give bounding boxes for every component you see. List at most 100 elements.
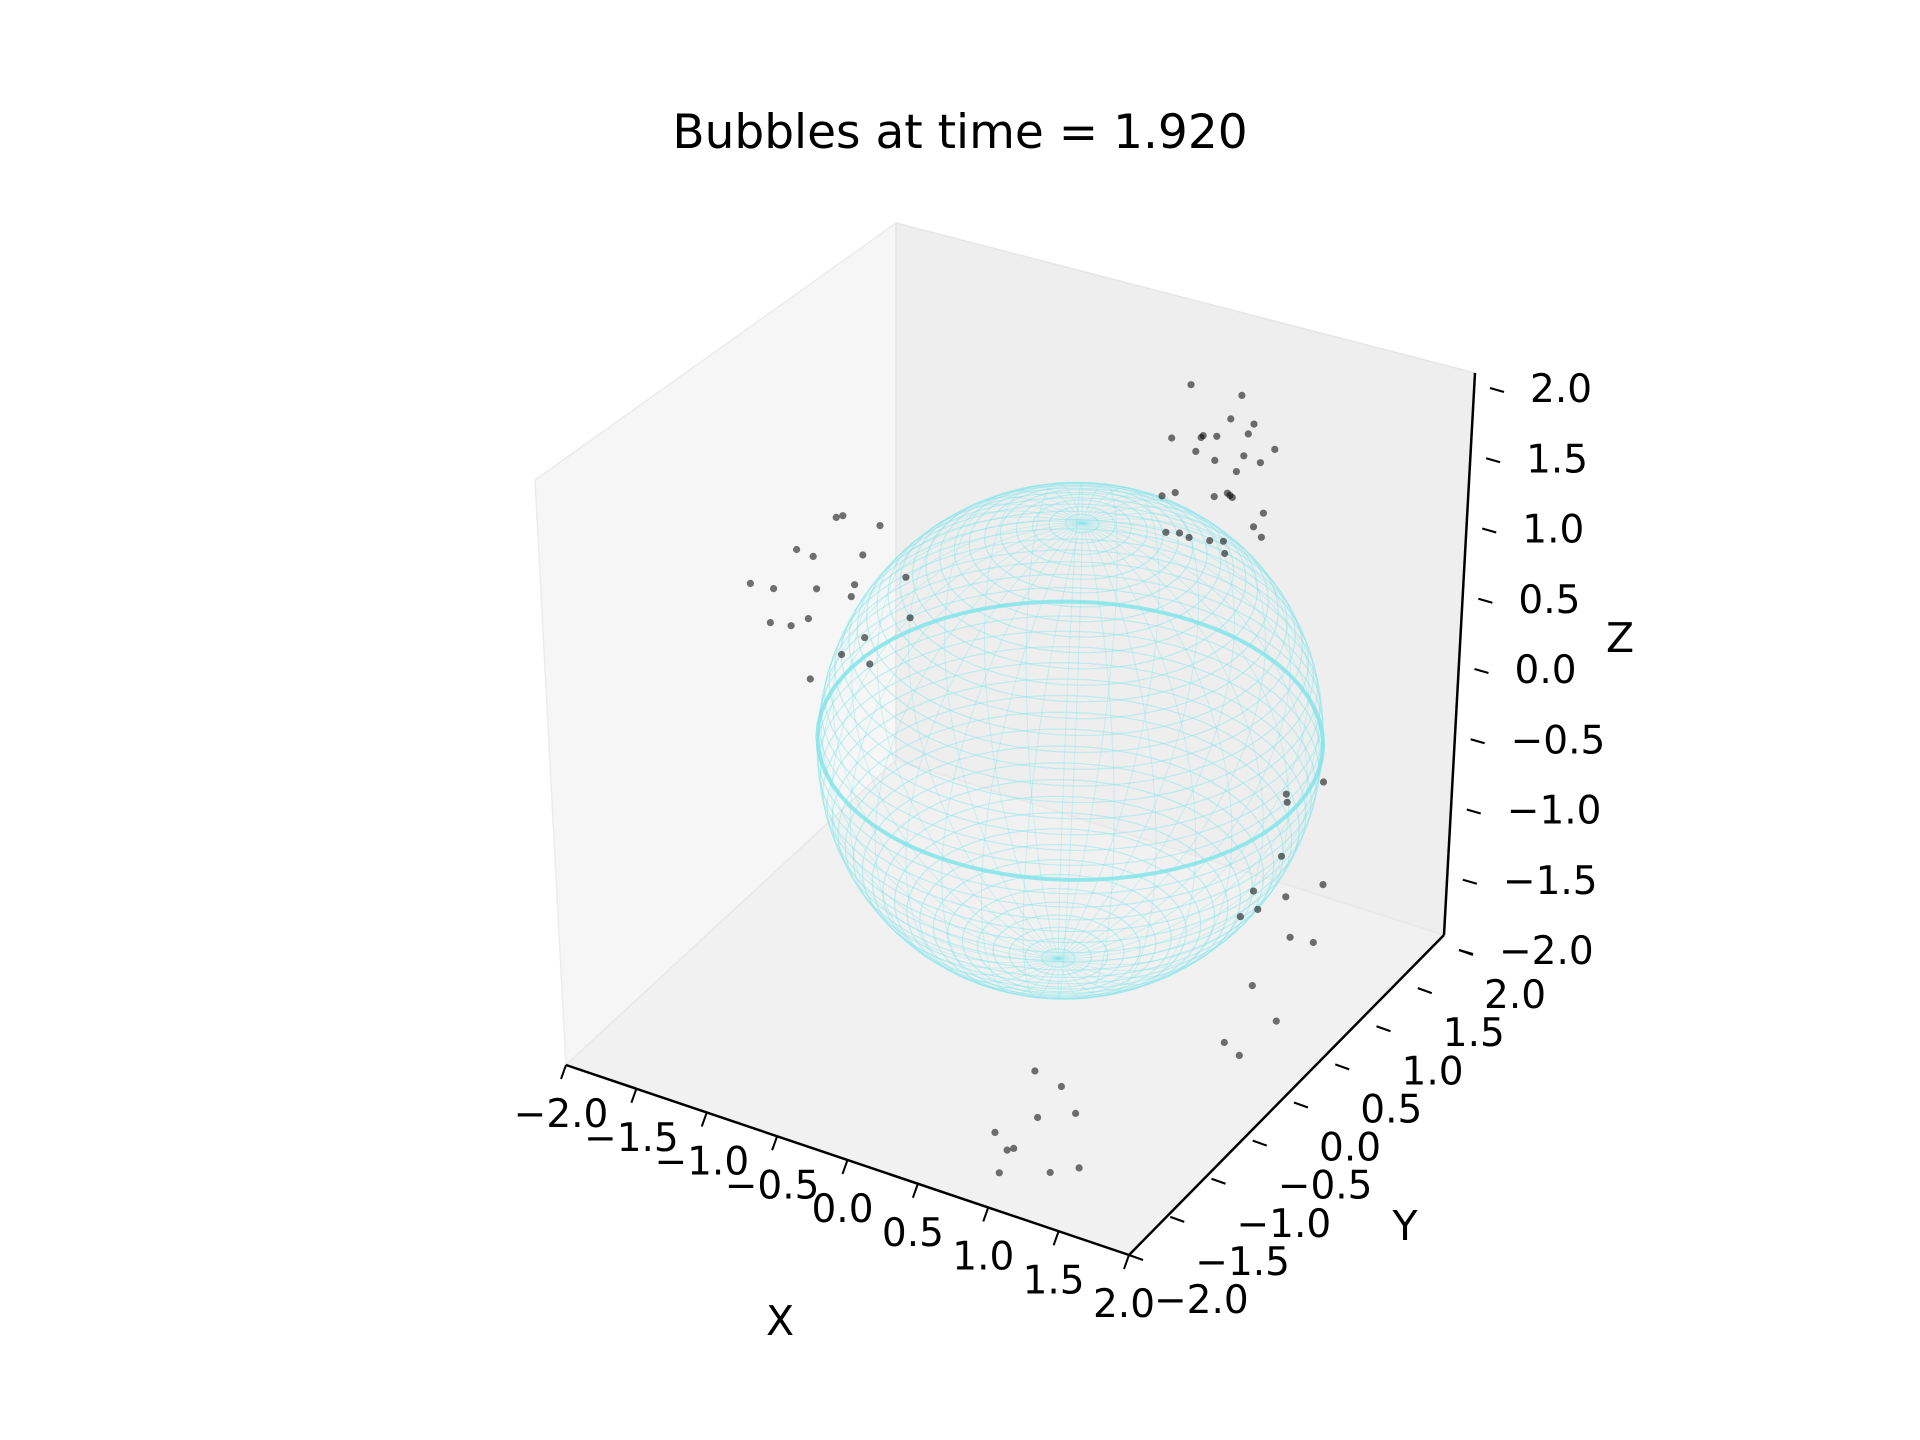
bubble-point [839, 512, 847, 520]
bubble-point [1211, 456, 1219, 464]
axis-panes [534, 221, 1476, 1256]
bubble-point [766, 619, 775, 627]
y-tick-label: −1.0 [1237, 1202, 1332, 1247]
sphere-latitude-line [848, 518, 1303, 770]
x-tick-mark [1052, 1230, 1060, 1246]
sphere-latitude-line [911, 484, 1247, 670]
sphere-latitude-line [818, 586, 1324, 867]
bubble-point [1175, 529, 1184, 537]
z-tick-mark [1466, 808, 1482, 815]
sphere-latitude-line [1015, 493, 1148, 567]
bubble-point [1171, 489, 1179, 497]
sphere-latitude-line [939, 481, 1222, 638]
bubble-point [1282, 893, 1290, 901]
y-tick-mark [1128, 1254, 1144, 1261]
bubble-point [866, 660, 874, 668]
sphere-latitude-line [899, 487, 1259, 686]
sphere-latitude-line [1048, 506, 1116, 544]
sphere-latitude-line [823, 561, 1322, 836]
y-tick-mark [1334, 1063, 1350, 1071]
x-axis-label: X [766, 1297, 794, 1345]
y-tick-label: 2.0 [1484, 973, 1546, 1018]
sphere-latitude-line [1041, 948, 1076, 968]
bubble-point [813, 585, 821, 593]
x-tick-label: 1.0 [952, 1235, 1014, 1280]
x-tick-label: −1.5 [584, 1116, 679, 1161]
bubble-point [1185, 533, 1193, 542]
bubble-point [1206, 537, 1214, 545]
y-tick-mark [1417, 987, 1433, 995]
sphere-latitude-line [906, 828, 1216, 999]
y-tick-label: −0.5 [1278, 1164, 1373, 1209]
z-tick-label: −1.5 [1503, 859, 1598, 904]
sphere-latitude-line [946, 873, 1172, 999]
sphere-latitude-line [887, 491, 1269, 703]
sphere-latitude-line [819, 646, 1317, 921]
z-tick-label: 0.5 [1518, 578, 1580, 623]
bubble-point [1072, 1109, 1080, 1117]
bubble-point [1259, 509, 1267, 517]
sphere-latitude-line [865, 503, 1288, 737]
x-tick-label: 0.5 [882, 1211, 944, 1256]
bubble-point [991, 1128, 999, 1136]
sphere-latitude-line [976, 901, 1141, 993]
sphere-latitude-line [1008, 926, 1109, 983]
sphere-latitude-line [1065, 513, 1100, 534]
bubble-point [1282, 790, 1290, 798]
x-tick-mark [771, 1135, 779, 1151]
bubble-point [1168, 434, 1176, 442]
axis-ticks: −2.0−2.0−2.0−1.5−1.5−1.5−1.0−1.0−1.0−0.5… [514, 367, 1606, 1327]
x-tick-mark [911, 1183, 919, 1199]
bubble-point [793, 545, 801, 554]
bubble-point [1003, 1146, 1011, 1154]
bubble-point [1075, 1164, 1083, 1172]
bubble-point [1319, 778, 1328, 786]
z-tick-label: −0.5 [1511, 718, 1606, 763]
bubble-point [1250, 420, 1258, 428]
x-tick-mark [560, 1064, 567, 1080]
bubble-point [1249, 523, 1258, 531]
x-tick-mark [700, 1112, 708, 1127]
bubble-point [1220, 1038, 1228, 1047]
bubble-point [906, 614, 914, 622]
z-axis-label: Z [1606, 614, 1634, 662]
z-tick-label: 1.0 [1522, 508, 1584, 553]
sphere-equator [815, 599, 1326, 882]
bubble-point [1256, 459, 1264, 467]
sphere-latitude-line [876, 497, 1279, 720]
z-tick-label: −1.0 [1507, 789, 1602, 834]
sphere-latitude-line [828, 549, 1319, 820]
x-tick-mark [630, 1088, 638, 1104]
bubble-point [1232, 468, 1240, 476]
bubble-point [995, 1169, 1003, 1177]
bubble-point [851, 581, 859, 589]
bubble-point [902, 573, 910, 581]
bubble-sphere [815, 481, 1326, 1000]
bubble-point [1235, 1051, 1243, 1059]
sphere-latitude-line [1032, 499, 1132, 555]
sphere-latitude-line [817, 630, 1321, 908]
bubble-point [1236, 913, 1244, 921]
chart-title: Bubbles at time = 1.920 [672, 105, 1247, 160]
sphere-latitude-line [871, 779, 1254, 990]
bubble-point [1010, 1144, 1018, 1152]
x-tick-label: 1.5 [1023, 1258, 1085, 1303]
sphere-latitude-line [856, 510, 1296, 754]
bubble-point [838, 650, 846, 659]
z-tick-mark [1481, 527, 1497, 534]
x-tick-mark [1123, 1254, 1130, 1270]
y-tick-label: −1.5 [1195, 1240, 1290, 1285]
bubble-point [1240, 452, 1248, 460]
bubble-point [1248, 982, 1256, 990]
bubble-point [1057, 1082, 1065, 1091]
y-tick-mark [1458, 949, 1474, 956]
bubble-point [861, 634, 869, 642]
x-tick-label: −0.5 [725, 1163, 820, 1208]
bubble-point [1192, 447, 1200, 455]
x-tick-label: 0.0 [811, 1187, 873, 1232]
sphere-latitude-line [968, 483, 1194, 608]
bubble-point [1244, 430, 1252, 438]
bubble-point [1254, 905, 1262, 914]
x-tick-label: −2.0 [514, 1092, 609, 1137]
